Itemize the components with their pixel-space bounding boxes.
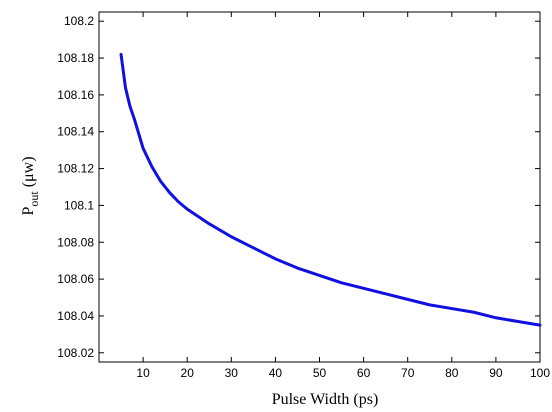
plot-area: 10 20 30 40 50 60 70 80 90 100 108.02 108.04 108.06… <box>57 11 550 380</box>
series-line <box>119 52 542 327</box>
x-tick-label: 70 <box>401 366 415 380</box>
y-tick-label: 108.12 <box>57 162 94 176</box>
y-tick-label: 108.08 <box>57 235 94 249</box>
y-axis-title: Pout (μw) <box>20 156 41 215</box>
svg-text:Pout (μw): Pout (μw) <box>20 156 41 215</box>
y-tick-label: 108.1 <box>64 198 94 212</box>
y-tick-label: 108.04 <box>57 309 94 323</box>
x-tick-label: 10 <box>136 366 150 380</box>
y-axis-title-unit: (μw) <box>20 156 37 191</box>
x-tick-label: 80 <box>445 366 459 380</box>
x-tick-label: 100 <box>530 366 550 380</box>
y-tick-label: 108.02 <box>57 346 94 360</box>
x-tick-label: 60 <box>357 366 371 380</box>
x-axis-title: Pulse Width (ps) <box>272 391 379 408</box>
x-tick-label: 50 <box>313 366 327 380</box>
y-tick-label: 108.06 <box>57 272 94 286</box>
y-tick-label: 108.2 <box>64 14 94 28</box>
y-axis-ticks: 108.02 108.04 108.06 108.08 108.1 108.12 108.1… <box>57 14 540 360</box>
y-axis-title-subscript: out <box>27 191 41 207</box>
x-tick-label: 40 <box>269 366 283 380</box>
x-axis-ticks: 10 20 30 40 50 60 70 80 90 100 <box>136 12 550 380</box>
y-tick-label: 108.16 <box>57 88 94 102</box>
x-tick-label: 20 <box>181 366 195 380</box>
y-tick-label: 108.14 <box>57 125 94 139</box>
x-tick-label: 90 <box>489 366 503 380</box>
y-tick-label: 108.18 <box>57 51 94 65</box>
x-tick-label: 30 <box>225 366 239 380</box>
y-axis-title-main: P <box>20 207 37 216</box>
